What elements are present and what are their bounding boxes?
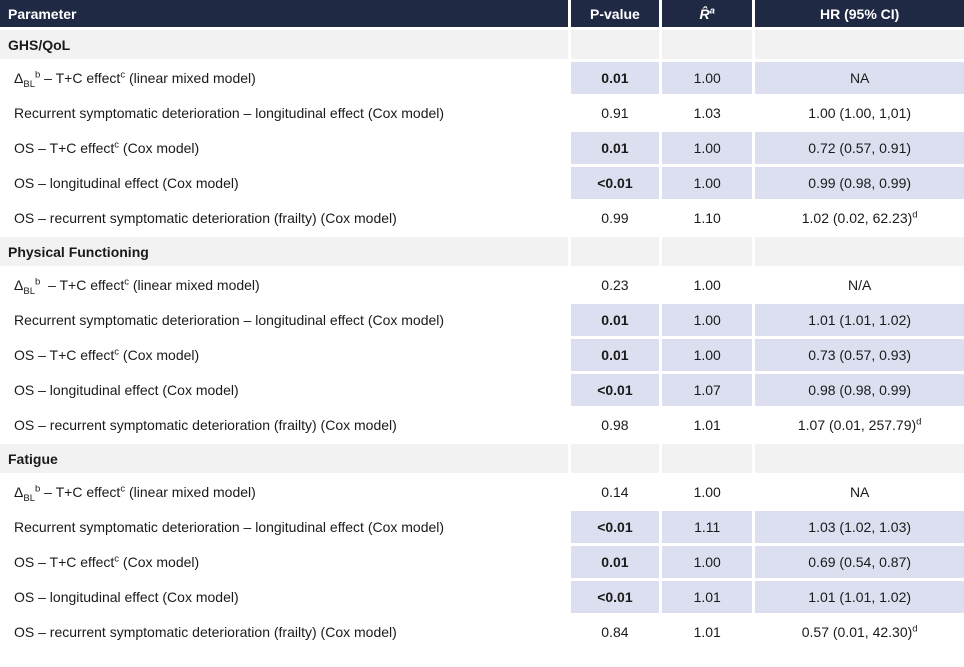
parameter-cell: OS – longitudinal effect (Cox model)	[0, 581, 568, 613]
table-row: OS – T+C effectc (Cox model) 0.01 1.00 0.69…	[0, 546, 964, 578]
column-header-parameter: Parameter	[0, 0, 568, 27]
r-hat-cell: 1.00	[662, 62, 753, 94]
section-header-row: Physical Functioning	[0, 237, 964, 266]
column-header-r-hat: R̂a	[662, 0, 753, 27]
hr-ci-cell: N/A	[755, 269, 964, 301]
hr-ci-cell: 1.03 (1.02, 1.03)	[755, 511, 964, 543]
r-hat-cell: 1.07	[662, 374, 753, 406]
table-row: Recurrent symptomatic deterioration – lo…	[0, 511, 964, 543]
p-value-cell: <0.01	[570, 511, 660, 543]
parameter-cell: ΔBLb – T+C effectc (linear mixed model)	[0, 269, 568, 301]
section-empty-cell	[755, 30, 964, 59]
hr-ci-cell: 1.07 (0.01, 257.79)d	[755, 409, 964, 441]
hr-ci-cell: 1.00 (1.00, 1,01)	[755, 97, 964, 129]
section-header-row: GHS/QoL	[0, 30, 964, 59]
r-hat-cell: 1.10	[662, 202, 753, 234]
p-value-cell: 0.01	[570, 339, 660, 371]
hr-ci-cell: NA	[755, 62, 964, 94]
p-value-cell: 0.91	[570, 97, 660, 129]
section-title-cell: Fatigue	[0, 444, 568, 473]
p-value-cell: 0.01	[570, 304, 660, 336]
r-hat-cell: 1.11	[662, 511, 753, 543]
table-row: Recurrent symptomatic deterioration – lo…	[0, 97, 964, 129]
parameter-cell: Recurrent symptomatic deterioration – lo…	[0, 97, 568, 129]
hr-ci-cell: 1.01 (1.01, 1.02)	[755, 304, 964, 336]
section-empty-cell	[662, 237, 753, 266]
table-body: GHS/QoL ΔBLb – T+C effectc (linear mixed …	[0, 30, 964, 648]
parameter-cell: OS – T+C effectc (Cox model)	[0, 132, 568, 164]
section-empty-cell	[570, 444, 660, 473]
parameter-cell: OS – longitudinal effect (Cox model)	[0, 374, 568, 406]
column-header-p-value: P-value	[570, 0, 660, 27]
p-value-cell: <0.01	[570, 581, 660, 613]
parameter-cell: OS – recurrent symptomatic deterioration…	[0, 616, 568, 648]
section-header-row: Fatigue	[0, 444, 964, 473]
table-row: OS – recurrent symptomatic deterioration…	[0, 409, 964, 441]
hr-ci-cell: 0.72 (0.57, 0.91)	[755, 132, 964, 164]
p-value-cell: 0.99	[570, 202, 660, 234]
r-hat-cell: 1.03	[662, 97, 753, 129]
table-row: OS – T+C effectc (Cox model) 0.01 1.00 0.72…	[0, 132, 964, 164]
table-row: ΔBLb – T+C effectc (linear mixed model) 0…	[0, 269, 964, 301]
r-hat-label: R̂a	[699, 4, 715, 22]
hr-ci-cell: 0.99 (0.98, 0.99)	[755, 167, 964, 199]
hr-ci-cell: 0.57 (0.01, 42.30)d	[755, 616, 964, 648]
hr-ci-cell: 0.69 (0.54, 0.87)	[755, 546, 964, 578]
p-value-cell: 0.84	[570, 616, 660, 648]
hr-ci-cell: NA	[755, 476, 964, 508]
r-hat-cell: 1.00	[662, 167, 753, 199]
p-value-cell: 0.01	[570, 62, 660, 94]
table-row: ΔBLb – T+C effectc (linear mixed model) 0…	[0, 476, 964, 508]
parameter-cell: OS – T+C effectc (Cox model)	[0, 339, 568, 371]
p-value-cell: <0.01	[570, 167, 660, 199]
r-hat-cell: 1.01	[662, 581, 753, 613]
table-row: OS – recurrent symptomatic deterioration…	[0, 202, 964, 234]
parameter-cell: OS – T+C effectc (Cox model)	[0, 546, 568, 578]
table-row: OS – T+C effectc (Cox model) 0.01 1.00 0.73…	[0, 339, 964, 371]
section-title-cell: Physical Functioning	[0, 237, 568, 266]
p-value-cell: 0.23	[570, 269, 660, 301]
r-hat-cell: 1.01	[662, 409, 753, 441]
r-hat-cell: 1.00	[662, 546, 753, 578]
r-hat-cell: 1.00	[662, 339, 753, 371]
section-empty-cell	[755, 444, 964, 473]
section-empty-cell	[662, 30, 753, 59]
parameter-cell: Recurrent symptomatic deterioration – lo…	[0, 304, 568, 336]
section-empty-cell	[570, 237, 660, 266]
parameter-cell: ΔBLb – T+C effectc (linear mixed model)	[0, 62, 568, 94]
p-value-cell: 0.14	[570, 476, 660, 508]
p-value-cell: 0.01	[570, 132, 660, 164]
r-hat-cell: 1.00	[662, 304, 753, 336]
r-hat-cell: 1.00	[662, 269, 753, 301]
hr-ci-cell: 0.73 (0.57, 0.93)	[755, 339, 964, 371]
hr-ci-cell: 1.01 (1.01, 1.02)	[755, 581, 964, 613]
table-row: OS – longitudinal effect (Cox model) <0.0…	[0, 167, 964, 199]
table-row: OS – longitudinal effect (Cox model) <0.0…	[0, 374, 964, 406]
table-row: OS – longitudinal effect (Cox model) <0.0…	[0, 581, 964, 613]
section-title-cell: GHS/QoL	[0, 30, 568, 59]
p-value-cell: 0.98	[570, 409, 660, 441]
results-table: Parameter P-value R̂a HR (95% CI) GHS/Qo…	[0, 0, 964, 648]
table-row: ΔBLb – T+C effectc (linear mixed model) 0…	[0, 62, 964, 94]
header-row: Parameter P-value R̂a HR (95% CI)	[0, 0, 964, 27]
parameter-cell: ΔBLb – T+C effectc (linear mixed model)	[0, 476, 568, 508]
p-value-cell: <0.01	[570, 374, 660, 406]
hr-ci-cell: 0.98 (0.98, 0.99)	[755, 374, 964, 406]
r-hat-cell: 1.00	[662, 132, 753, 164]
section-empty-cell	[755, 237, 964, 266]
r-hat-cell: 1.00	[662, 476, 753, 508]
p-value-cell: 0.01	[570, 546, 660, 578]
parameter-cell: OS – recurrent symptomatic deterioration…	[0, 409, 568, 441]
parameter-cell: OS – longitudinal effect (Cox model)	[0, 167, 568, 199]
section-empty-cell	[662, 444, 753, 473]
section-empty-cell	[570, 30, 660, 59]
r-hat-cell: 1.01	[662, 616, 753, 648]
table-row: Recurrent symptomatic deterioration – lo…	[0, 304, 964, 336]
column-header-hr-ci: HR (95% CI)	[755, 0, 964, 27]
parameter-cell: Recurrent symptomatic deterioration – lo…	[0, 511, 568, 543]
hr-ci-cell: 1.02 (0.02, 62.23)d	[755, 202, 964, 234]
parameter-cell: OS – recurrent symptomatic deterioration…	[0, 202, 568, 234]
table-row: OS – recurrent symptomatic deterioration…	[0, 616, 964, 648]
